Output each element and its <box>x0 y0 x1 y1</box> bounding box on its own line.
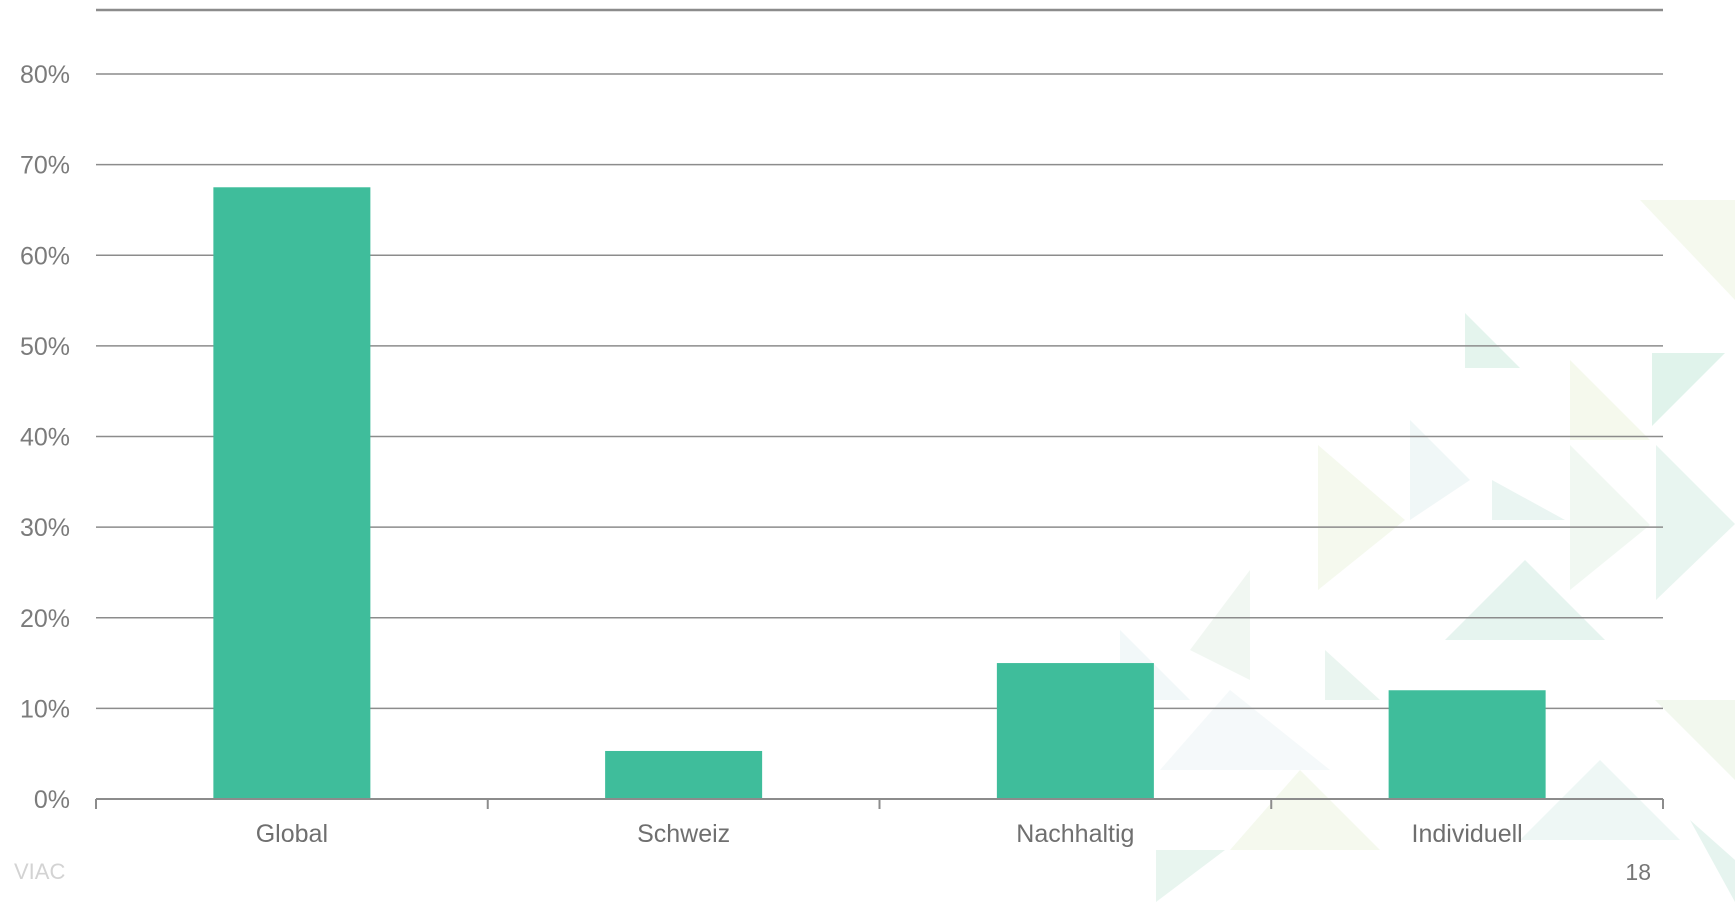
y-tick-label: 80% <box>20 61 70 89</box>
y-tick-label: 30% <box>20 514 70 542</box>
bar-global <box>213 187 371 799</box>
y-tick-label: 60% <box>20 242 70 270</box>
bar-schweiz <box>605 750 763 799</box>
decorative-triangle <box>1690 820 1735 902</box>
page-number: 18 <box>1625 859 1651 885</box>
decorative-triangle <box>1410 420 1470 520</box>
bar-individuell <box>1388 690 1546 799</box>
decorative-triangle <box>1656 445 1735 600</box>
decorative-triangle <box>1492 480 1565 520</box>
y-tick-label: 0% <box>34 786 70 814</box>
y-tick-label: 10% <box>20 695 70 723</box>
decorative-triangle <box>1156 850 1225 902</box>
bars <box>213 187 1546 799</box>
y-tick-label: 20% <box>20 605 70 633</box>
decorative-triangle <box>1570 360 1650 440</box>
decorative-triangle <box>1230 770 1380 850</box>
x-category-label: Individuell <box>1412 820 1523 848</box>
decorative-triangle <box>1160 690 1330 770</box>
decorative-triangle <box>1445 560 1605 640</box>
x-axis <box>95 798 1664 809</box>
decorative-triangle <box>1655 700 1735 780</box>
decorative-triangle <box>1190 570 1250 680</box>
decorative-triangle <box>1325 650 1380 700</box>
x-category-label: Global <box>256 820 328 848</box>
decorative-triangle <box>1640 200 1735 300</box>
bar-nachhaltig <box>996 663 1154 799</box>
decorative-triangle <box>1652 353 1725 426</box>
decorative-triangle <box>1570 445 1650 590</box>
y-axis-tick-labels: 0% 10% 20% 30% 40% 50% 60% 70% 80% <box>20 61 70 814</box>
decorative-triangle <box>1318 445 1405 590</box>
brand-footer: VIAC <box>14 859 66 884</box>
y-tick-label: 70% <box>20 152 70 180</box>
decorative-triangle <box>1465 313 1520 368</box>
x-category-label: Nachhaltig <box>1016 820 1134 848</box>
y-tick-label: 40% <box>20 424 70 452</box>
x-category-label: Schweiz <box>637 820 730 848</box>
y-tick-label: 50% <box>20 333 70 361</box>
x-axis-category-labels: Global Schweiz Nachhaltig Individuell <box>256 820 1523 848</box>
